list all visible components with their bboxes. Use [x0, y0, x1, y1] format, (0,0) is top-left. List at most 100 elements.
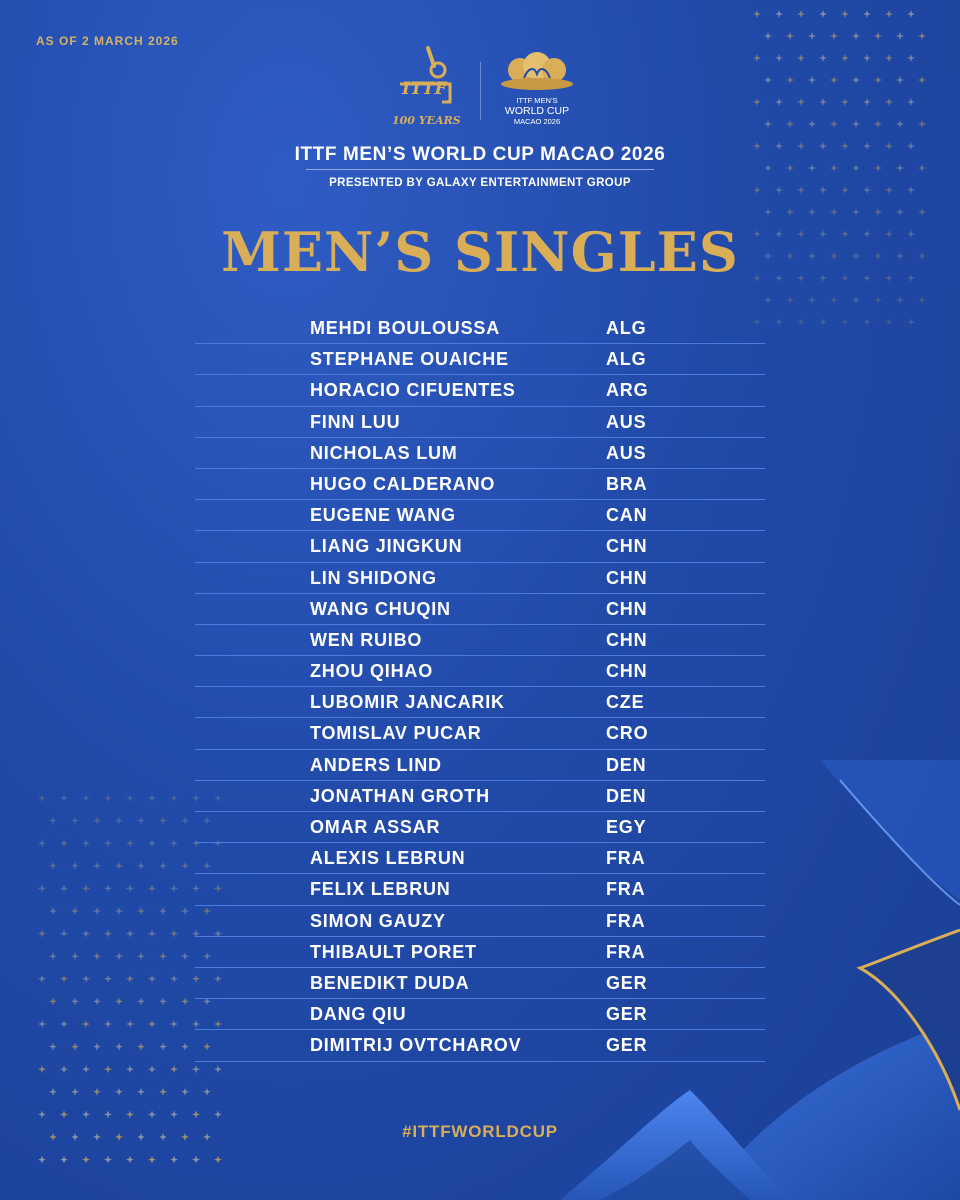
- player-row: OMAR ASSAR EGY: [195, 812, 765, 844]
- sparkle-icon: [764, 296, 772, 304]
- player-name: SIMON GAUZY: [310, 910, 446, 931]
- sparkle-icon: [60, 1110, 68, 1119]
- sparkle-icon: [60, 929, 68, 938]
- sparkle-icon: [819, 318, 827, 326]
- title-divider: [306, 169, 654, 170]
- sparkle-icon: [126, 794, 134, 802]
- player-country: CHN: [606, 598, 648, 619]
- player-country: CZE: [606, 692, 645, 713]
- sparkle-icon: [71, 1042, 79, 1051]
- sparkle-icon: [830, 32, 838, 40]
- sparkle-icon: [819, 98, 827, 106]
- sparkle-icon: [38, 794, 46, 802]
- sparkle-icon: [93, 861, 101, 870]
- player-list: MEHDI BOULOUSSA ALG STEPHANE OUAICHE ALG HOR…: [195, 313, 765, 1062]
- ittf-years-text: 100 YEARS: [392, 114, 461, 127]
- sparkle-icon: [104, 884, 112, 893]
- sparkle-icon: [852, 296, 860, 304]
- sparkle-icon: [841, 10, 849, 18]
- player-name: EUGENE WANG: [310, 505, 456, 526]
- sparkle-icon: [115, 1087, 123, 1096]
- sparkle-icon: [71, 997, 79, 1006]
- sparkle-icon: [71, 861, 79, 870]
- wave-shape: [860, 930, 960, 1110]
- player-country: FRA: [606, 879, 646, 900]
- player-row: LUBOMIR JANCARIK CZE: [195, 687, 765, 719]
- player-row: BENEDIKT DUDA GER: [195, 968, 765, 1000]
- sparkle-icon: [38, 1020, 46, 1028]
- sparkle-icon: [841, 318, 849, 326]
- sparkle-icon: [170, 1155, 178, 1164]
- sparkle-icon: [104, 1155, 112, 1164]
- wc-logo-line3: MACAO 2026: [514, 117, 560, 126]
- sparkle-icon: [830, 76, 838, 84]
- sparkle-icon: [38, 884, 46, 893]
- sparkle-icon: [49, 1042, 57, 1051]
- sparkle-icon: [159, 861, 167, 870]
- sparkle-icon: [786, 76, 794, 84]
- player-row: DIMITRIJ OVTCHAROV GER: [195, 1030, 765, 1062]
- sparkle-icon: [159, 952, 167, 961]
- player-country: EGY: [606, 817, 647, 837]
- player-row: WANG CHUQIN CHN: [195, 594, 765, 625]
- sparkle-icon: [49, 952, 57, 961]
- sparkle-icon: [907, 318, 915, 326]
- sparkle-icon: [82, 884, 90, 893]
- player-row: FINN LUU AUS: [195, 407, 765, 438]
- sparkle-icon: [192, 1110, 200, 1119]
- world-cup-macao-logo: ITTF MEN’S WORLD CUP MACAO 2026: [501, 52, 573, 126]
- sparkle-icon: [181, 1042, 189, 1051]
- wc-logo-line2: WORLD CUP: [505, 105, 569, 117]
- sparkle-icon: [170, 1110, 178, 1119]
- sparkle-icon: [126, 929, 134, 938]
- player-row: HORACIO CIFUENTES ARG: [195, 375, 765, 407]
- sparkle-icon: [896, 296, 904, 304]
- sparkle-icon: [148, 1065, 156, 1074]
- sparkle-icon: [753, 98, 761, 106]
- sparkle-icon: [137, 952, 145, 961]
- sparkle-icon: [104, 1110, 112, 1119]
- player-row: LIN SHIDONG CHN: [195, 563, 765, 594]
- sparkle-icon: [148, 794, 156, 802]
- wave-gold-edge: [856, 928, 960, 1111]
- sparkle-icon: [60, 1155, 68, 1164]
- sparkle-icon: [38, 1065, 46, 1074]
- player-name: DIMITRIJ OVTCHAROV: [310, 1035, 522, 1056]
- ittf-logo-text: ITTF: [401, 79, 449, 99]
- sparkle-icon: [896, 120, 904, 128]
- sparkle-icon: [874, 76, 882, 84]
- sparkle-icon: [104, 794, 112, 802]
- player-row: MEHDI BOULOUSSA ALG: [195, 313, 765, 345]
- sparkle-icon: [148, 1155, 156, 1164]
- sparkle-icon: [71, 907, 79, 915]
- player-country: CHN: [606, 661, 648, 682]
- player-country: FRA: [606, 848, 646, 869]
- sparkle-icon: [907, 10, 915, 18]
- wave-shape: [560, 1090, 790, 1200]
- player-name: THIBAULT PORET: [310, 941, 477, 962]
- sparkle-icon: [126, 884, 134, 893]
- player-country: GER: [606, 972, 648, 993]
- sparkle-icon: [907, 98, 915, 106]
- sparkle-icon: [115, 1042, 123, 1051]
- sparkle-icon: [797, 98, 805, 106]
- player-country: AUS: [606, 442, 647, 463]
- player-row: SIMON GAUZY FRA: [195, 906, 765, 937]
- sparkle-icon: [49, 816, 57, 825]
- page-title: MEN’S SINGLES: [221, 220, 739, 284]
- sparkle-icon: [93, 816, 101, 825]
- sparkle-icon: [181, 861, 189, 870]
- sparkle-icon: [786, 32, 794, 40]
- sparkle-icon: [82, 1110, 90, 1119]
- player-name: OMAR ASSAR: [310, 817, 441, 837]
- sparkle-icon: [148, 929, 156, 938]
- sparkle-icon: [863, 318, 871, 326]
- sparkle-icon: [830, 120, 838, 128]
- sparkle-icon: [192, 1065, 200, 1074]
- sparkle-icon: [159, 1042, 167, 1051]
- player-name: BENEDIKT DUDA: [310, 972, 470, 993]
- sparkle-icon: [93, 907, 101, 915]
- sparkle-icon: [874, 208, 882, 216]
- sparkle-icon: [60, 839, 68, 848]
- sparkle-icon: [137, 816, 145, 825]
